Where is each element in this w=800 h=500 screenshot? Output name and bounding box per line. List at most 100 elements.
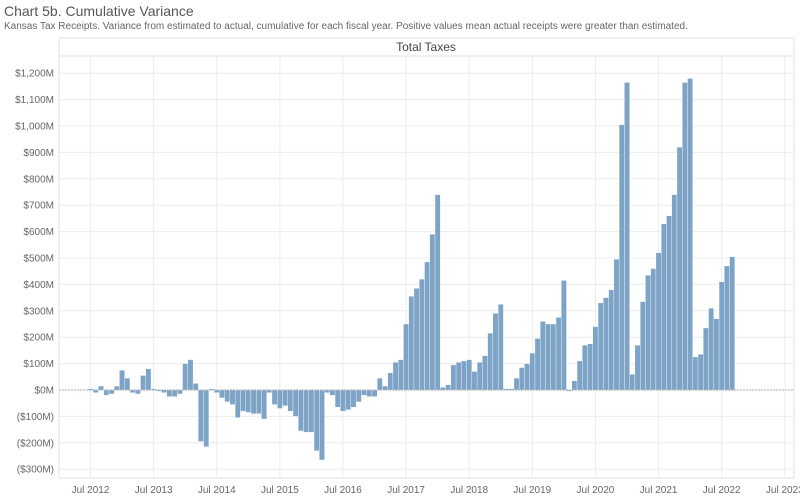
- bar: [403, 323, 409, 391]
- y-tick-label: $100M: [23, 359, 54, 370]
- bar: [182, 363, 188, 391]
- bar: [655, 252, 662, 391]
- bar: [545, 323, 551, 391]
- bar: [298, 389, 304, 432]
- bar: [618, 124, 625, 391]
- bar: [608, 289, 615, 391]
- bar: [718, 281, 725, 391]
- bar: [408, 296, 415, 391]
- x-tick-label: Jul 2019: [513, 485, 551, 496]
- bar: [355, 389, 362, 403]
- bar: [708, 307, 714, 391]
- bar: [177, 389, 183, 395]
- bar: [582, 344, 588, 391]
- y-tick-label: ($100M): [17, 412, 54, 423]
- bar: [597, 302, 604, 391]
- bar: [261, 389, 267, 420]
- bar: [376, 377, 383, 391]
- y-tick-label: $900M: [23, 148, 54, 159]
- bar: [671, 194, 678, 391]
- bar: [639, 301, 646, 391]
- bar: [666, 215, 672, 391]
- bar: [387, 372, 394, 391]
- bar: [724, 265, 730, 391]
- y-tick-label: $500M: [23, 254, 54, 265]
- bar: [287, 389, 294, 412]
- bar: [392, 362, 399, 391]
- bar: [450, 364, 457, 391]
- bar: [103, 389, 110, 396]
- bar: [571, 380, 578, 391]
- y-tick-label: $400M: [23, 280, 54, 291]
- bar: [245, 389, 252, 413]
- bar: [587, 343, 594, 391]
- bar: [219, 389, 225, 399]
- bar: [629, 373, 636, 391]
- bar: [624, 82, 630, 391]
- bar: [703, 327, 709, 391]
- bar: [240, 389, 246, 412]
- bar: [135, 389, 141, 395]
- bar: [208, 388, 215, 391]
- bar: [729, 256, 736, 391]
- bar: [455, 362, 462, 391]
- bar: [108, 389, 115, 395]
- bar: [398, 359, 404, 391]
- y-tick-label: ($300M): [17, 465, 54, 476]
- bar: [113, 385, 120, 391]
- bar: [445, 384, 451, 391]
- y-tick-label: $200M: [23, 333, 54, 344]
- bar: [145, 368, 152, 391]
- bar: [519, 367, 525, 391]
- x-tick-label: Jul 2021: [640, 485, 678, 496]
- x-tick-label: Jul 2013: [135, 485, 173, 496]
- bar: [350, 389, 357, 408]
- bar: [98, 385, 104, 391]
- bar: [277, 389, 283, 409]
- y-tick-label: $0M: [35, 386, 54, 397]
- axis-layer: $1,200M $1,100M $1,000M $900M $800M $700M $600…: [15, 69, 800, 496]
- plot-frame: [58, 55, 795, 479]
- bar: [250, 389, 257, 414]
- y-tick-label: $1,000M: [15, 122, 54, 133]
- bar: [634, 344, 641, 391]
- bar: [308, 389, 315, 433]
- bar: [603, 297, 609, 391]
- chart-title: Chart 5b. Cumulative Variance: [4, 3, 194, 19]
- x-tick-label: Jul 2020: [577, 485, 615, 496]
- bar: [713, 318, 720, 391]
- bar: [550, 323, 557, 391]
- bar: [424, 261, 430, 391]
- y-tick-label: ($200M): [17, 438, 54, 449]
- bar: [256, 389, 262, 414]
- chart-subtitle: Kansas Tax Receipts. Variance from estim…: [4, 21, 688, 32]
- bar: [692, 356, 699, 391]
- y-tick-label: $800M: [23, 174, 54, 185]
- bar: [224, 389, 231, 403]
- y-tick-label: $700M: [23, 201, 54, 212]
- bar: [234, 389, 241, 418]
- x-tick-label: Jul 2015: [261, 485, 299, 496]
- bar: [561, 280, 567, 391]
- bar: [697, 354, 704, 391]
- bar-layer: [87, 78, 736, 461]
- bar: [687, 78, 693, 391]
- bar: [419, 278, 425, 391]
- x-tick-label: Jul 2018: [450, 485, 488, 496]
- bar: [229, 389, 236, 405]
- bar: [524, 363, 530, 391]
- bar: [313, 389, 320, 451]
- bar: [497, 304, 504, 391]
- bar: [371, 389, 378, 397]
- x-tick-label: Jul 2012: [72, 485, 110, 496]
- bar: [366, 389, 373, 397]
- bar: [650, 268, 657, 391]
- bar: [334, 389, 341, 408]
- bar: [319, 389, 325, 461]
- bar: [203, 389, 210, 447]
- x-tick-label: Jul 2022: [703, 485, 741, 496]
- bar: [166, 389, 173, 397]
- bar: [592, 326, 599, 391]
- bar: [429, 234, 436, 391]
